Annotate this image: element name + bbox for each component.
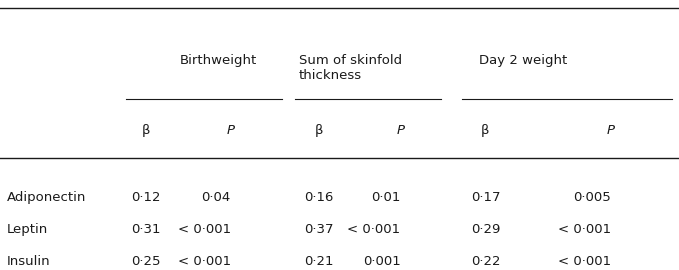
Text: P: P bbox=[227, 124, 235, 137]
Text: 0·12: 0·12 bbox=[131, 191, 161, 204]
Text: 0·22: 0·22 bbox=[471, 255, 500, 268]
Text: β: β bbox=[315, 124, 323, 137]
Text: P: P bbox=[397, 124, 405, 137]
Text: < 0·001: < 0·001 bbox=[558, 223, 611, 236]
Text: 0·01: 0·01 bbox=[371, 191, 401, 204]
Text: < 0·001: < 0·001 bbox=[178, 223, 231, 236]
Text: 0·17: 0·17 bbox=[471, 191, 500, 204]
Text: 0·04: 0·04 bbox=[202, 191, 231, 204]
Text: β: β bbox=[142, 124, 150, 137]
Text: Sum of skinfold
thickness: Sum of skinfold thickness bbox=[299, 54, 402, 82]
Text: Day 2 weight: Day 2 weight bbox=[479, 54, 567, 67]
Text: Leptin: Leptin bbox=[7, 223, 48, 236]
Text: 0·29: 0·29 bbox=[471, 223, 500, 236]
Text: < 0·001: < 0·001 bbox=[558, 255, 611, 268]
Text: < 0·001: < 0·001 bbox=[348, 223, 401, 236]
Text: 0·37: 0·37 bbox=[304, 223, 334, 236]
Text: 0·31: 0·31 bbox=[131, 223, 161, 236]
Text: Insulin: Insulin bbox=[7, 255, 50, 268]
Text: Birthweight: Birthweight bbox=[180, 54, 257, 67]
Text: < 0·001: < 0·001 bbox=[178, 255, 231, 268]
Text: β: β bbox=[481, 124, 490, 137]
Text: P: P bbox=[607, 124, 615, 137]
Text: 0·001: 0·001 bbox=[363, 255, 401, 268]
Text: Adiponectin: Adiponectin bbox=[7, 191, 86, 204]
Text: 0·16: 0·16 bbox=[304, 191, 334, 204]
Text: 0·005: 0·005 bbox=[573, 191, 611, 204]
Text: 0·25: 0·25 bbox=[131, 255, 161, 268]
Text: 0·21: 0·21 bbox=[304, 255, 334, 268]
